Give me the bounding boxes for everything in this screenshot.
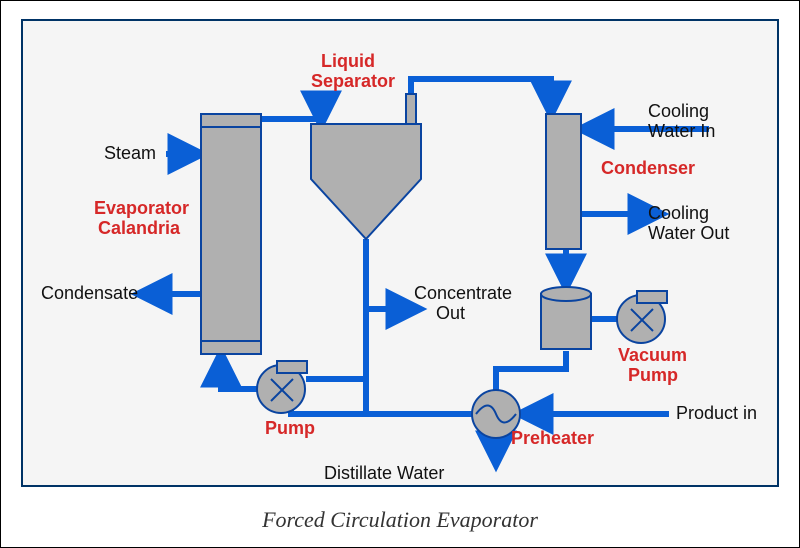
label-cooling-in-1: Cooling <box>648 101 709 121</box>
equipment <box>201 94 667 438</box>
pipe-preheater-to-receiver <box>496 351 566 390</box>
label-cooling-out-2: Water Out <box>648 223 729 243</box>
process-diagram: Liquid Separator Evaporator Calandria Pu… <box>21 19 781 489</box>
evaporator-calandria <box>201 114 261 354</box>
label-evap-2: Calandria <box>98 218 181 238</box>
label-preheater: Preheater <box>511 428 594 448</box>
pump <box>257 361 307 413</box>
pipe-pump-to-evap <box>221 354 257 389</box>
label-pump: Pump <box>265 418 315 438</box>
label-distillate: Distillate Water <box>324 463 444 483</box>
label-vacuum-2: Pump <box>628 365 678 385</box>
label-product-in: Product in <box>676 403 757 423</box>
labels: Liquid Separator Evaporator Calandria Pu… <box>41 51 757 483</box>
vacuum-pump <box>617 291 667 343</box>
label-liquid-separator-1: Liquid <box>321 51 375 71</box>
diagram-frame: Liquid Separator Evaporator Calandria Pu… <box>0 0 800 548</box>
label-vacuum-1: Vacuum <box>618 345 687 365</box>
pipe-sep-to-cond <box>411 79 551 124</box>
label-cooling-in-2: Water In <box>648 121 715 141</box>
label-concentrate-2: Out <box>436 303 465 323</box>
diagram-caption: Forced Circulation Evaporator <box>1 507 799 533</box>
label-liquid-separator-2: Separator <box>311 71 395 91</box>
receiver <box>541 287 591 349</box>
label-concentrate-1: Concentrate <box>414 283 512 303</box>
label-steam: Steam <box>104 143 156 163</box>
label-condensate: Condensate <box>41 283 138 303</box>
condenser <box>546 114 581 249</box>
label-cooling-out-1: Cooling <box>648 203 709 223</box>
liquid-separator <box>311 124 421 239</box>
label-condenser: Condenser <box>601 158 695 178</box>
pipe-recirc <box>291 404 366 414</box>
label-evap-1: Evaporator <box>94 198 189 218</box>
